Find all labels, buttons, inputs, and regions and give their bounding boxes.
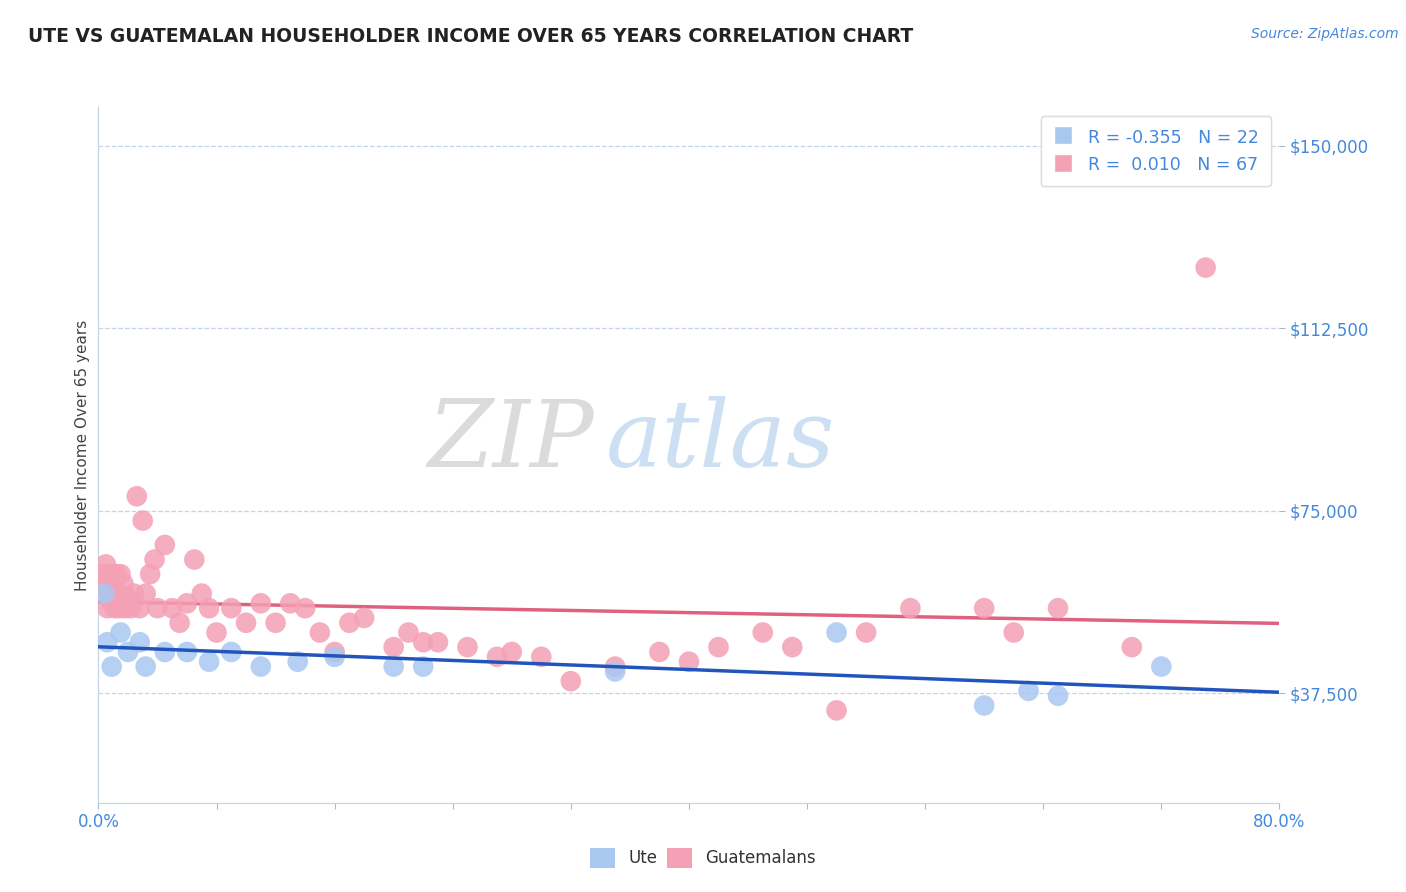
Point [605,665,627,679]
Point [309,625,332,640]
Legend: R = -0.355   N = 22, R =  0.010   N = 67: R = -0.355 N = 22, R = 0.010 N = 67 [1040,116,1271,186]
Point [117,645,139,659]
Text: UTE VS GUATEMALAN HOUSEHOLDER INCOME OVER 65 YEARS CORRELATION CHART: UTE VS GUATEMALAN HOUSEHOLDER INCOME OVE… [28,27,914,45]
Point [98,567,121,582]
Point [93,577,115,591]
Point [337,615,360,630]
Point [396,625,419,640]
Point [855,625,877,640]
Point [353,611,375,625]
Point [278,596,302,610]
Point [1046,601,1069,615]
Point [110,567,132,582]
Point [323,649,346,664]
Point [264,615,287,630]
Point [135,586,157,600]
Point [825,625,848,640]
Point [122,586,145,600]
Point [162,601,183,615]
Point [323,645,346,659]
Point [648,645,671,659]
Point [456,640,478,654]
Point [973,698,995,713]
Point [139,567,162,582]
Point [100,596,122,610]
Point [198,601,221,615]
Point [100,659,122,673]
Text: ZIP: ZIP [427,396,595,486]
Point [382,640,405,654]
Point [1121,640,1143,654]
Point [900,601,922,615]
Point [120,601,142,615]
Point [107,586,129,600]
Point [412,659,434,673]
Point [96,635,118,649]
Point [782,640,804,654]
Point [135,659,157,673]
Point [153,538,176,552]
Point [678,655,700,669]
Point [94,558,117,572]
Point [198,655,221,669]
Point [1046,689,1069,703]
Point [146,601,169,615]
Point [169,615,191,630]
Point [97,586,120,600]
Point [1002,625,1025,640]
Text: Source: ZipAtlas.com: Source: ZipAtlas.com [1251,27,1399,41]
Point [235,615,257,630]
Point [176,596,198,610]
Point [250,596,273,610]
Point [1017,684,1039,698]
Point [108,601,131,615]
Point [1150,659,1173,673]
Point [183,552,205,566]
Point [219,645,243,659]
Point [114,601,136,615]
Point [382,659,405,673]
Point [530,649,553,664]
Point [143,552,166,566]
Point [112,577,135,591]
Point [560,674,582,689]
Point [250,659,273,673]
Point [103,577,125,591]
Point [117,591,139,606]
Point [219,601,243,615]
Point [486,649,509,664]
Point [153,645,176,659]
Point [294,601,316,615]
Point [427,635,450,649]
Point [501,645,523,659]
Point [93,586,115,600]
Point [191,586,214,600]
Point [128,635,150,649]
Point [751,625,773,640]
Point [176,645,198,659]
Y-axis label: Householder Income Over 65 years: Householder Income Over 65 years [75,319,90,591]
Point [90,567,112,582]
Point [1195,260,1218,275]
Point [132,514,155,528]
Point [412,635,434,649]
Point [125,489,148,503]
Point [205,625,228,640]
Point [605,659,627,673]
Point [104,601,127,615]
Point [96,601,118,615]
Point [973,601,995,615]
Point [128,601,150,615]
Point [111,596,134,610]
Point [287,655,309,669]
Point [825,703,848,717]
Text: atlas: atlas [606,396,835,486]
Point [707,640,730,654]
Point [110,625,132,640]
Legend: Ute, Guatemalans: Ute, Guatemalans [583,841,823,875]
Point [105,567,128,582]
